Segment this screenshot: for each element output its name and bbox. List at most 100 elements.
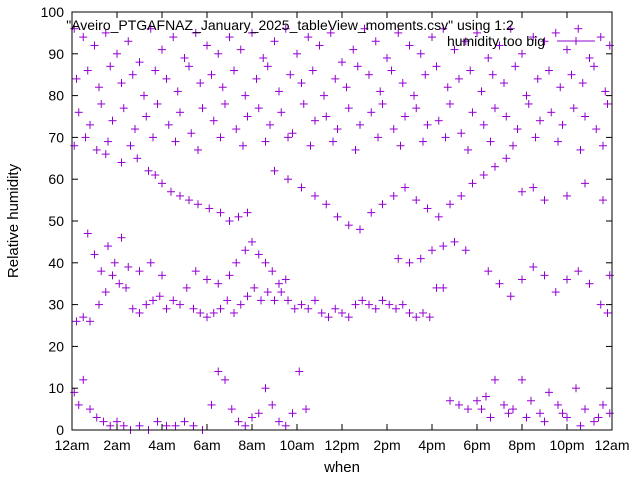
data-point bbox=[218, 83, 227, 92]
data-point bbox=[117, 79, 126, 88]
data-point bbox=[252, 74, 261, 83]
data-point bbox=[263, 62, 272, 71]
data-point bbox=[367, 108, 376, 117]
data-point bbox=[353, 62, 362, 71]
data-point bbox=[83, 229, 92, 238]
x-tick-3: 6am bbox=[193, 12, 221, 453]
data-point bbox=[581, 179, 589, 188]
data-point bbox=[473, 396, 481, 405]
data-point bbox=[554, 400, 562, 409]
data-point bbox=[243, 112, 252, 121]
x-tick-label: 2am bbox=[103, 437, 130, 453]
data-point bbox=[479, 120, 488, 129]
data-point bbox=[203, 275, 211, 284]
data-point bbox=[412, 196, 421, 205]
data-point bbox=[576, 145, 585, 154]
data-point bbox=[563, 275, 571, 284]
data-point bbox=[599, 141, 607, 150]
y-tick-0: 0 bbox=[56, 422, 612, 438]
data-point bbox=[232, 258, 241, 267]
data-point bbox=[99, 417, 108, 426]
data-point bbox=[254, 104, 263, 113]
data-point bbox=[144, 166, 153, 175]
data-point bbox=[261, 258, 270, 267]
data-point bbox=[209, 116, 218, 125]
data-point bbox=[311, 116, 319, 125]
data-point bbox=[164, 120, 173, 129]
data-point bbox=[540, 37, 549, 46]
data-point bbox=[358, 296, 367, 305]
data-point bbox=[320, 91, 328, 100]
data-point bbox=[241, 91, 250, 100]
data-point bbox=[455, 74, 463, 83]
data-point bbox=[317, 308, 326, 317]
x-tick-5: 10am bbox=[279, 12, 315, 453]
y-tick-3: 30 bbox=[48, 297, 612, 313]
data-point bbox=[495, 41, 504, 50]
data-point bbox=[104, 242, 112, 251]
data-point bbox=[378, 200, 387, 209]
data-point bbox=[434, 116, 443, 125]
data-point bbox=[551, 288, 560, 297]
data-point bbox=[338, 308, 346, 317]
data-point bbox=[158, 45, 166, 54]
data-point bbox=[603, 308, 612, 317]
y-tick-label: 0 bbox=[56, 422, 64, 438]
data-point bbox=[569, 104, 578, 113]
data-point bbox=[162, 74, 171, 83]
data-point bbox=[250, 283, 259, 292]
data-point bbox=[412, 104, 421, 113]
data-point bbox=[268, 267, 277, 276]
data-point bbox=[524, 99, 533, 108]
data-point bbox=[308, 66, 317, 75]
data-point bbox=[419, 137, 427, 146]
data-point bbox=[473, 28, 481, 37]
data-point bbox=[394, 28, 403, 37]
data-point bbox=[196, 79, 205, 88]
data-point bbox=[151, 66, 160, 75]
x-tick-1: 2am bbox=[103, 12, 131, 453]
x-tick-8: 4pm bbox=[418, 12, 446, 453]
data-point bbox=[270, 37, 279, 46]
data-point bbox=[468, 179, 477, 188]
data-point bbox=[113, 49, 121, 58]
data-point bbox=[432, 283, 441, 292]
data-point bbox=[486, 137, 495, 146]
y-tick-7: 70 bbox=[48, 129, 612, 145]
data-point bbox=[304, 304, 313, 313]
data-point bbox=[439, 283, 448, 292]
data-point bbox=[225, 33, 234, 42]
data-point bbox=[439, 242, 448, 251]
data-point bbox=[599, 400, 607, 409]
data-point bbox=[169, 296, 178, 305]
x-tick-label: 4pm bbox=[418, 437, 445, 453]
data-point bbox=[149, 296, 157, 305]
data-point bbox=[461, 37, 470, 46]
data-point bbox=[225, 271, 234, 280]
data-point bbox=[243, 208, 252, 217]
data-point bbox=[171, 421, 180, 430]
data-point bbox=[171, 137, 180, 146]
data-point bbox=[563, 413, 571, 422]
data-point bbox=[311, 191, 319, 200]
data-point bbox=[563, 45, 571, 54]
data-point bbox=[419, 308, 427, 317]
data-point bbox=[81, 133, 90, 142]
data-point bbox=[191, 267, 200, 276]
data-point bbox=[86, 317, 94, 326]
data-point bbox=[491, 375, 499, 384]
data-point bbox=[205, 204, 214, 213]
data-point bbox=[344, 313, 353, 322]
data-point bbox=[119, 421, 128, 430]
data-point bbox=[115, 279, 124, 288]
data-point bbox=[214, 49, 223, 58]
data-point bbox=[304, 33, 313, 42]
data-point bbox=[221, 99, 229, 108]
data-point bbox=[592, 125, 601, 134]
data-point bbox=[214, 279, 223, 288]
data-point bbox=[529, 33, 538, 42]
data-point bbox=[216, 208, 225, 217]
data-point bbox=[225, 217, 234, 225]
data-point bbox=[344, 104, 353, 113]
data-point bbox=[110, 258, 119, 267]
